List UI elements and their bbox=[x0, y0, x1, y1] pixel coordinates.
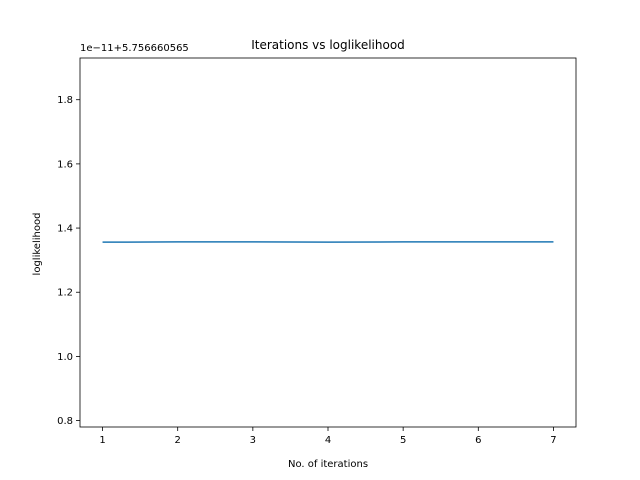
x-axis-label: No. of iterations bbox=[288, 459, 368, 470]
x-tick-label: 1 bbox=[99, 435, 105, 446]
y-axis-label: loglikelihood bbox=[32, 213, 43, 276]
y-tick-label: 1.6 bbox=[57, 159, 73, 170]
plot-area: 1 2 3 4 5 6 7 0.8 1.0 1.2 1.4 1.6 1.8 bbox=[57, 57, 577, 446]
x-tick-label: 4 bbox=[325, 435, 331, 446]
y-tick-label: 1.8 bbox=[57, 95, 73, 106]
y-offset-text: 1e−11+5.756660565 bbox=[80, 43, 189, 54]
x-tick-label: 2 bbox=[175, 435, 181, 446]
y-tick-label: 0.8 bbox=[57, 416, 73, 427]
x-tick-label: 3 bbox=[250, 435, 256, 446]
y-tick-label: 1.0 bbox=[57, 352, 73, 363]
y-tick-label: 1.2 bbox=[57, 288, 73, 299]
x-tick-label: 7 bbox=[550, 435, 556, 446]
x-tick-label: 5 bbox=[400, 435, 406, 446]
y-tick-label: 1.4 bbox=[57, 224, 73, 235]
x-tick-label: 6 bbox=[475, 435, 481, 446]
chart-title: Iterations vs loglikelihood bbox=[251, 38, 405, 52]
